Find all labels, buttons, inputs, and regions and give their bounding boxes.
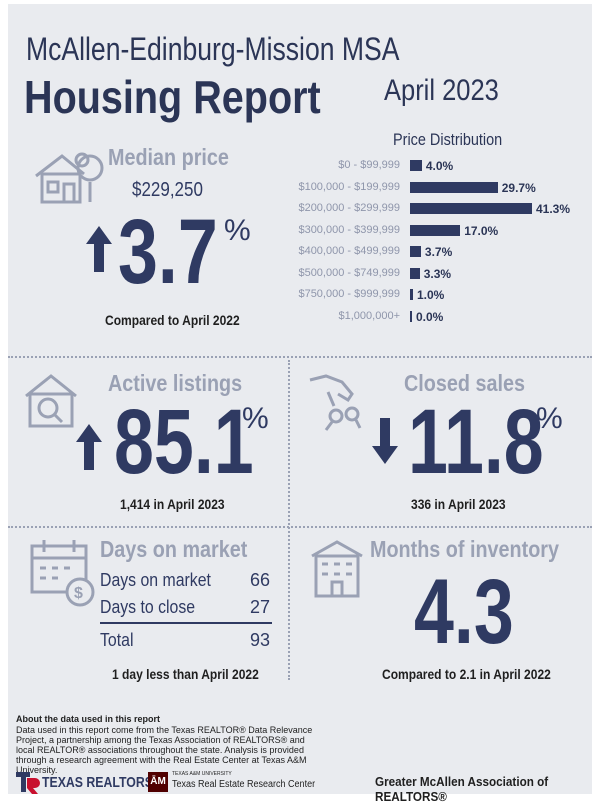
price-range-label: $100,000 - $199,999 bbox=[298, 180, 400, 193]
days-on-market-compare: 1 day less than April 2022 bbox=[112, 666, 259, 682]
region-title: McAllen-Edinburg-Mission MSA bbox=[26, 31, 400, 67]
price-bar-value: 1.0% bbox=[416, 288, 445, 302]
tamu-logo-icon: ĀM bbox=[148, 772, 168, 792]
price-bar-value: 41.3% bbox=[536, 202, 571, 216]
active-listings-detail: 1,414 in April 2023 bbox=[120, 496, 225, 512]
svg-text:$: $ bbox=[74, 585, 83, 602]
price-bar-value: 0.0% bbox=[416, 309, 444, 324]
total-rule bbox=[100, 622, 272, 624]
dom-row-value: 66 bbox=[249, 570, 270, 590]
price-range-label: $500,000 - $749,999 bbox=[298, 266, 400, 279]
texas-realtors-wordmark: TEXAS REALTORS bbox=[42, 774, 153, 791]
closed-sales-heading: Closed sales bbox=[404, 370, 525, 396]
price-range-label: $400,000 - $499,999 bbox=[298, 245, 400, 257]
building-icon bbox=[308, 538, 366, 600]
price-range-label: $1,000,000+ bbox=[338, 309, 400, 322]
active-listings-heading: Active listings bbox=[108, 370, 243, 396]
report-title: Housing Report bbox=[24, 71, 321, 123]
texas-realtors-logo-icon bbox=[16, 772, 40, 794]
closed-sales-pct-sign: % bbox=[536, 402, 563, 435]
price-range-label: $750,000 - $999,999 bbox=[298, 288, 400, 300]
active-listings-pct-sign: % bbox=[242, 402, 269, 435]
report-month: April 2023 bbox=[384, 74, 499, 107]
median-price-value: $229,250 bbox=[132, 179, 203, 201]
price-range-label: $200,000 - $299,999 bbox=[298, 202, 400, 214]
housing-report-page: McAllen-Edinburg-Mission MSA Housing Rep… bbox=[8, 4, 592, 804]
tamu-small-text: TEXAS A&M UNIVERSITY bbox=[172, 771, 232, 777]
section-divider bbox=[8, 526, 592, 528]
months-inventory-value: 4.3 bbox=[414, 561, 514, 663]
price-range-label: $0 - $99,999 bbox=[338, 159, 400, 171]
price-bar bbox=[410, 246, 421, 257]
about-heading: About the data used in this report bbox=[16, 714, 161, 724]
section-divider bbox=[8, 356, 592, 358]
price-range-label: $300,000 - $399,999 bbox=[298, 223, 400, 236]
price-bar-value: 4.0% bbox=[425, 159, 454, 173]
dom-row-label: Days on market bbox=[100, 570, 211, 590]
arrow-up-icon bbox=[86, 226, 112, 272]
median-price-heading: Median price bbox=[108, 144, 229, 170]
section-divider-vertical bbox=[288, 360, 290, 680]
months-inventory-heading: Months of inventory bbox=[370, 536, 560, 562]
arrow-up-icon bbox=[76, 424, 102, 470]
arrow-down-icon bbox=[372, 418, 398, 464]
house-magnifier-icon bbox=[22, 372, 80, 430]
about-text: Data used in this report come from the T… bbox=[16, 725, 313, 775]
days-on-market-heading: Days on market bbox=[100, 536, 248, 562]
price-bar-value: 17.0% bbox=[464, 223, 499, 238]
median-price-pct-sign: % bbox=[224, 214, 251, 247]
price-bar-value: 3.7% bbox=[424, 245, 453, 259]
price-bar bbox=[410, 224, 461, 236]
dom-total-label: Total bbox=[100, 630, 134, 650]
closed-sales-change: 11.8 bbox=[408, 391, 544, 493]
hand-keys-icon bbox=[308, 372, 368, 434]
price-bar bbox=[410, 160, 422, 171]
median-price-compare: Compared to April 2022 bbox=[105, 312, 240, 328]
price-bar bbox=[410, 289, 413, 300]
dom-row-value: 27 bbox=[249, 597, 270, 617]
price-bar bbox=[410, 267, 420, 279]
price-bar-value: 29.7% bbox=[501, 180, 536, 195]
calendar-dollar-icon: $ bbox=[28, 538, 100, 608]
house-tree-icon bbox=[32, 146, 104, 206]
price-bar bbox=[410, 310, 412, 322]
active-listings-change: 85.1 bbox=[114, 391, 254, 493]
price-bar bbox=[410, 203, 532, 214]
research-center-text: Texas Real Estate Research Center bbox=[172, 779, 316, 790]
closed-sales-detail: 336 in April 2023 bbox=[411, 496, 506, 512]
dom-total-value: 93 bbox=[249, 630, 270, 650]
months-inventory-compare: Compared to 2.1 in April 2022 bbox=[382, 666, 551, 682]
median-price-change: 3.7 bbox=[118, 201, 218, 303]
price-bar bbox=[410, 181, 498, 193]
price-bar-value: 3.3% bbox=[423, 266, 452, 281]
price-distribution-title: Price Distribution bbox=[393, 130, 503, 149]
dom-row-label: Days to close bbox=[100, 597, 196, 617]
